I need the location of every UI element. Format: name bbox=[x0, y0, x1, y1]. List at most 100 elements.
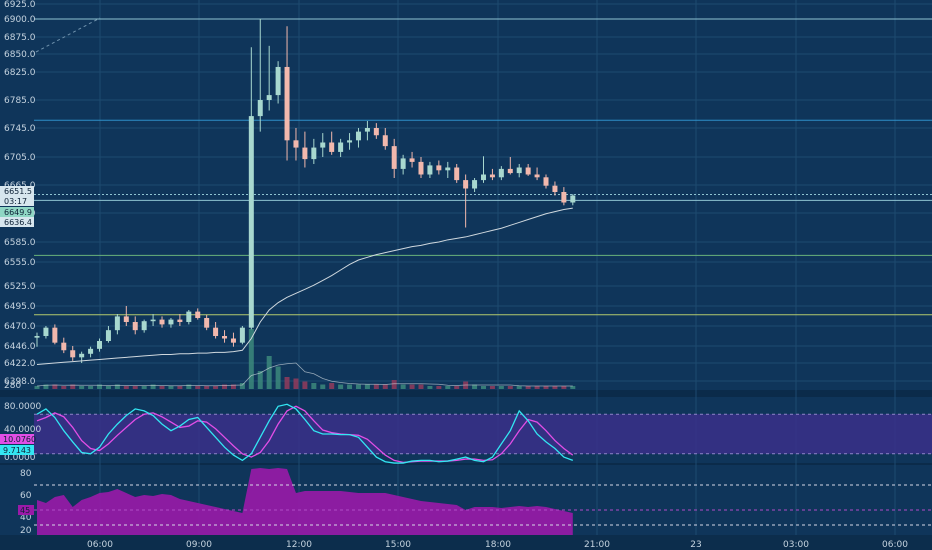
volume-bar bbox=[52, 384, 58, 389]
price-badge-label: 6636.4 bbox=[4, 218, 32, 227]
rsi-tick-label: 40 bbox=[20, 513, 32, 523]
volume-bar bbox=[373, 384, 379, 389]
candle-body bbox=[222, 336, 228, 339]
candle-body bbox=[105, 330, 111, 341]
candle-body bbox=[97, 341, 103, 349]
candle-body bbox=[445, 167, 451, 171]
candle-body bbox=[239, 327, 245, 343]
candle-body bbox=[409, 158, 415, 162]
stochastic-tick-label: 40.0000 bbox=[4, 425, 41, 435]
volume-bar bbox=[266, 356, 272, 389]
volume-bar bbox=[409, 384, 415, 389]
price-badge-label: 03:17 bbox=[4, 197, 27, 206]
stochastic-tick-label: 80.0000 bbox=[4, 402, 41, 412]
price-badge bbox=[0, 196, 34, 206]
volume-bar bbox=[454, 386, 460, 389]
volume-bar bbox=[436, 386, 442, 389]
volume-bar bbox=[543, 386, 549, 389]
rsi-tick-label: 60 bbox=[20, 491, 32, 501]
time-tick-label: 18:00 bbox=[485, 540, 511, 550]
candle-body bbox=[400, 158, 406, 169]
volume-bar bbox=[230, 384, 236, 389]
price-tick-label: 6825.0 bbox=[4, 68, 36, 78]
volume-ma-line bbox=[36, 362, 573, 387]
volume-bar bbox=[34, 386, 40, 389]
volume-bar bbox=[141, 386, 147, 389]
candle-body bbox=[159, 319, 165, 325]
volume-bar bbox=[525, 386, 531, 389]
price-tick-label: 6875.0 bbox=[4, 33, 36, 43]
volume-bar bbox=[114, 384, 120, 389]
volume-bar bbox=[213, 386, 219, 389]
price-tick-label: 6925.0 bbox=[4, 0, 36, 10]
volume-bar bbox=[248, 329, 254, 389]
stochastic-tick-label: 0.0000 bbox=[4, 453, 36, 463]
candle-body bbox=[195, 311, 201, 318]
candle-body bbox=[373, 128, 379, 136]
volume-bar bbox=[61, 386, 67, 389]
volume-bar bbox=[257, 371, 263, 389]
volume-bar bbox=[105, 386, 111, 389]
volume-bar bbox=[570, 386, 576, 389]
volume-bar bbox=[347, 384, 353, 389]
candle-body bbox=[516, 167, 522, 174]
stochastic-badge bbox=[0, 434, 34, 444]
candle-body bbox=[436, 165, 442, 171]
candle-body bbox=[88, 348, 94, 354]
volume-bar bbox=[222, 384, 228, 389]
price-tick-label: 6525.0 bbox=[4, 282, 36, 292]
candle-body bbox=[204, 318, 210, 328]
candle-body bbox=[489, 174, 495, 178]
volume-bar bbox=[70, 384, 76, 389]
candle-body bbox=[177, 319, 183, 322]
stochastic-band bbox=[34, 414, 932, 454]
volume-bar bbox=[168, 386, 174, 389]
volume-bar bbox=[382, 384, 388, 389]
stochastic-d-line bbox=[36, 405, 574, 464]
rsi-badge bbox=[18, 505, 34, 515]
candle-body bbox=[472, 180, 478, 189]
stochastic-k-line bbox=[36, 403, 574, 464]
candle-body bbox=[454, 167, 460, 181]
time-tick-label: 06:00 bbox=[882, 540, 908, 550]
candle-body bbox=[213, 327, 219, 336]
candle-body bbox=[168, 319, 174, 325]
volume-bar bbox=[391, 380, 397, 389]
price-tick-label: 6398.0 bbox=[4, 377, 36, 387]
candle-body bbox=[347, 140, 353, 143]
price-tick-label: 6745.0 bbox=[4, 124, 36, 134]
candle-body bbox=[338, 142, 344, 152]
pane-separator bbox=[0, 390, 932, 397]
price-tick-label: 6585.0 bbox=[4, 238, 36, 248]
candle-body bbox=[382, 135, 388, 147]
candle-body bbox=[248, 116, 254, 328]
rsi-tick-label: 20 bbox=[20, 526, 32, 536]
time-tick-label: 03:00 bbox=[783, 540, 809, 550]
price-tick-label: 6705.0 bbox=[4, 153, 36, 163]
price-tick-label: 6850.0 bbox=[4, 50, 36, 60]
price-badge bbox=[0, 217, 34, 227]
candle-body bbox=[150, 319, 156, 322]
candle-body bbox=[543, 177, 549, 186]
volume-bar bbox=[507, 386, 513, 389]
candle-body bbox=[364, 128, 370, 132]
volume-bar bbox=[293, 378, 299, 389]
time-tick-label: 23 bbox=[690, 540, 701, 550]
candle-body bbox=[123, 316, 129, 322]
candle-body bbox=[132, 322, 138, 331]
candle-body bbox=[552, 185, 558, 192]
volume-bar bbox=[204, 386, 210, 389]
volume-bar bbox=[195, 386, 201, 389]
candle-body bbox=[266, 95, 272, 100]
candle-body bbox=[52, 327, 58, 343]
stochastic-badge bbox=[0, 445, 34, 455]
volume-bar bbox=[177, 386, 183, 389]
candle-body bbox=[418, 161, 424, 175]
price-tick-label: 6785.0 bbox=[4, 96, 36, 106]
time-axis-background bbox=[0, 535, 932, 550]
volume-bar bbox=[552, 386, 558, 389]
candle-body bbox=[498, 168, 504, 178]
candle-body bbox=[481, 174, 486, 181]
